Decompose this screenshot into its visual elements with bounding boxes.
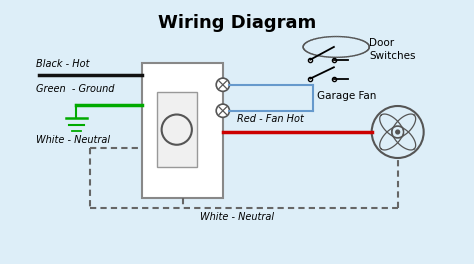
Circle shape <box>162 115 192 145</box>
Text: White - Neutral: White - Neutral <box>200 212 274 222</box>
Text: White - Neutral: White - Neutral <box>36 135 110 145</box>
Text: Green  - Ground: Green - Ground <box>36 84 115 94</box>
Text: Black - Hot: Black - Hot <box>36 59 90 69</box>
Text: Wiring Diagram: Wiring Diagram <box>158 14 316 32</box>
Bar <box>156 92 197 167</box>
Circle shape <box>216 104 229 117</box>
Circle shape <box>216 78 229 91</box>
Text: Red - Fan Hot: Red - Fan Hot <box>237 114 304 124</box>
Circle shape <box>396 130 400 134</box>
Text: Garage Fan: Garage Fan <box>318 91 377 101</box>
Text: Door
Switches: Door Switches <box>369 38 416 61</box>
Bar <box>143 63 223 198</box>
